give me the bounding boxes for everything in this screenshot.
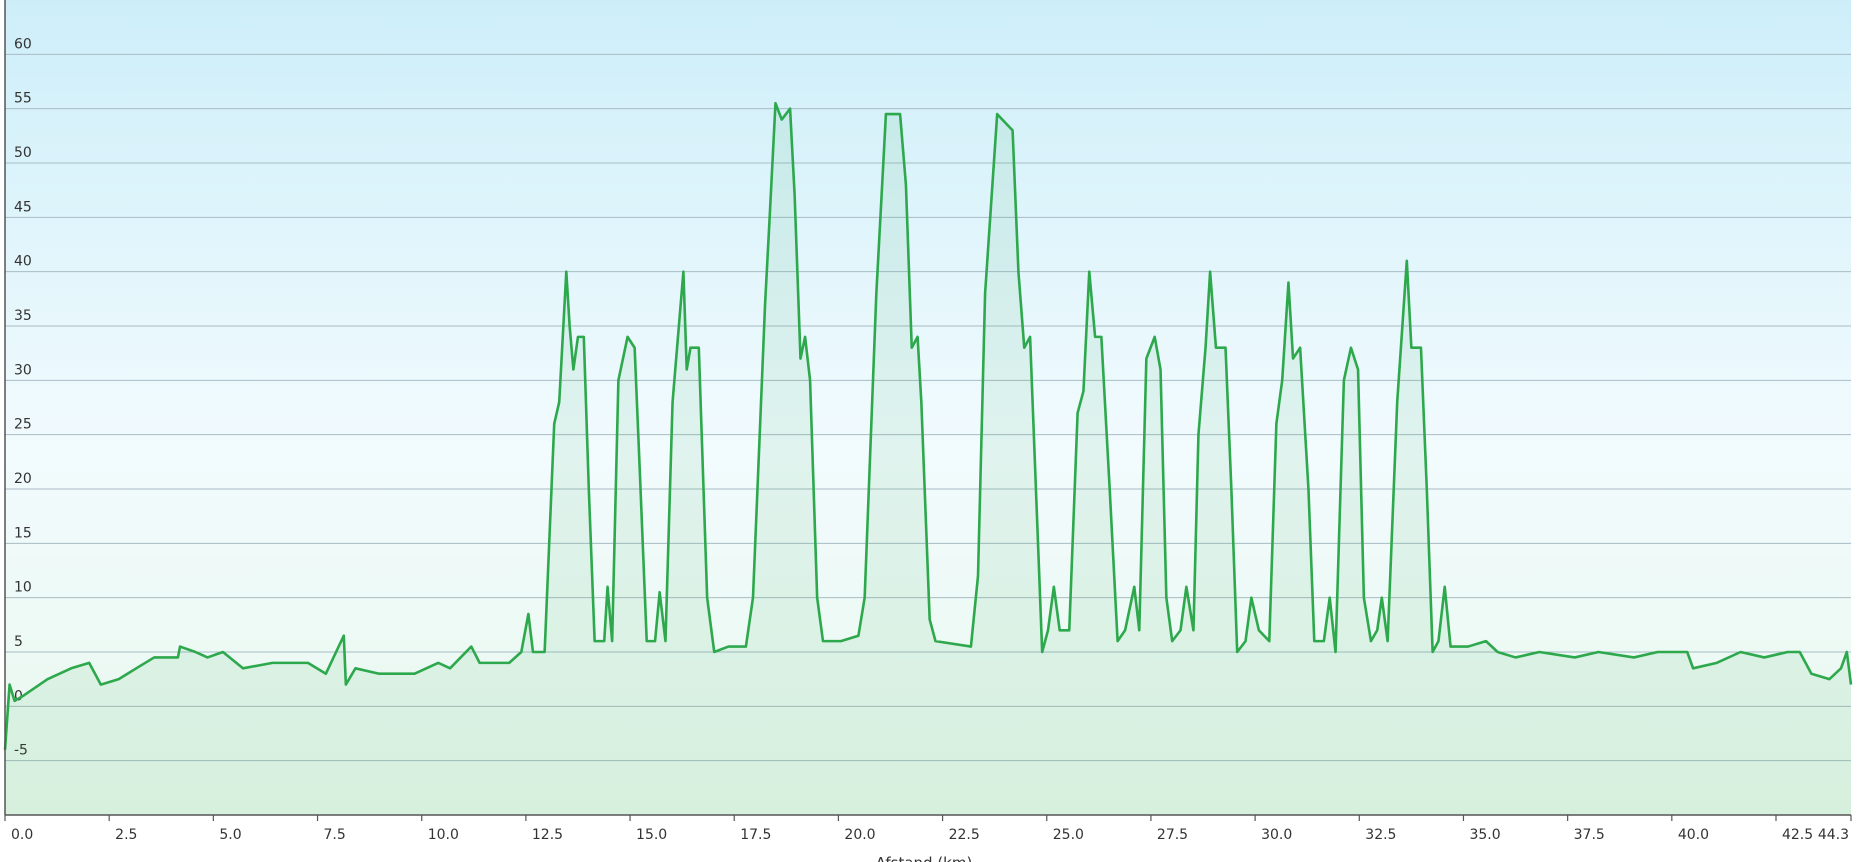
plot: -5 0 5 10 15 20 25 30 35 40 45 50 55 60 xyxy=(3,36,1853,815)
plot-background xyxy=(5,0,1851,815)
x-tick-label: 37.5 xyxy=(1574,827,1605,843)
x-tick-label: 0.0 xyxy=(11,827,33,843)
x-tick-label: 15.0 xyxy=(636,827,667,843)
y-tick-label: 5 xyxy=(14,634,23,650)
x-tick-label: 7.5 xyxy=(324,827,346,843)
y-tick-label: 30 xyxy=(14,362,32,378)
x-tick-label: 42.5 xyxy=(1782,827,1813,843)
x-tick-label: 17.5 xyxy=(740,827,771,843)
y-tick-label: 50 xyxy=(14,145,32,161)
y-tick-label: 15 xyxy=(14,525,32,541)
x-tick-label: 12.5 xyxy=(532,827,563,843)
x-tick-label: 20.0 xyxy=(844,827,875,843)
y-tick-label: 60 xyxy=(14,36,32,52)
y-tick-label: -5 xyxy=(14,743,28,759)
y-tick-label: 20 xyxy=(14,471,32,487)
x-tick-label: 10.0 xyxy=(428,827,459,843)
x-tick-label: 25.0 xyxy=(1053,827,1084,843)
line-series xyxy=(3,101,1853,750)
y-tick-label: 25 xyxy=(14,417,32,433)
x-tick-label: 22.5 xyxy=(949,827,980,843)
x-tick-label: 32.5 xyxy=(1365,827,1396,843)
x-tick-label: 27.5 xyxy=(1157,827,1188,843)
y-tick-label: 45 xyxy=(14,199,32,215)
area-fill xyxy=(5,103,1851,815)
x-tick-label: 44.3 xyxy=(1818,827,1849,843)
x-axis-label: Afstand (km) xyxy=(876,854,973,862)
x-tick-label: 35.0 xyxy=(1469,827,1500,843)
x-tick-label: 2.5 xyxy=(115,827,137,843)
x-tick-label: 40.0 xyxy=(1678,827,1709,843)
y-tick-label: 55 xyxy=(14,91,32,107)
x-tick-label: 30.0 xyxy=(1261,827,1292,843)
y-tick-label: 35 xyxy=(14,308,32,324)
y-tick-label: 40 xyxy=(14,254,32,270)
x-tick-label: 5.0 xyxy=(219,827,241,843)
y-tick-label: 10 xyxy=(14,580,32,596)
y-tick-label: 0 xyxy=(14,688,23,704)
